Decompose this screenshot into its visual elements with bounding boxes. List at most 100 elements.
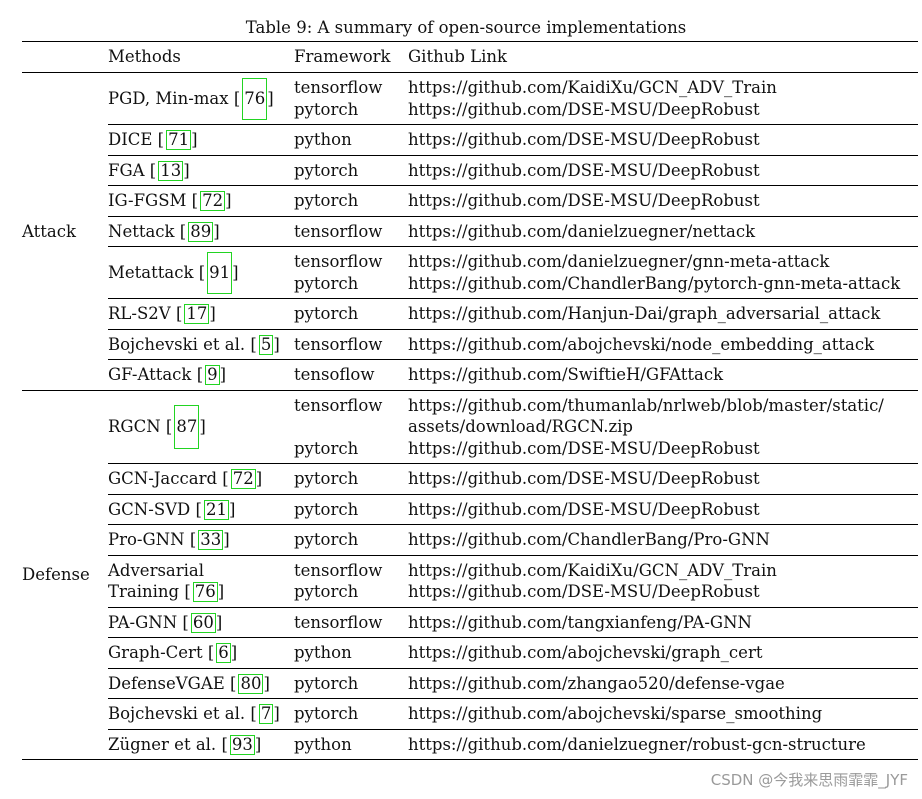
citation-link[interactable]: 72 xyxy=(230,469,256,489)
framework-name: tensorflow xyxy=(294,612,383,632)
framework-cell: pytorch xyxy=(294,668,408,699)
citation: [13] xyxy=(149,160,190,181)
link-cell: https://github.com/DSE-MSU/DeepRobust xyxy=(408,155,918,186)
framework-cell: python xyxy=(294,124,408,156)
table-row: Bojchevski et al. [5] tensorflow https://g… xyxy=(22,329,918,360)
github-link[interactable]: https://github.com/DSE-MSU/DeepRobust xyxy=(408,582,760,601)
github-link[interactable]: https://github.com/danielzuegner/nettack xyxy=(408,221,756,241)
citation-link[interactable]: 9 xyxy=(205,365,220,385)
github-link[interactable]: https://github.com/danielzuegner/gnn-met… xyxy=(408,252,830,271)
github-link[interactable]: https://github.com/DSE-MSU/DeepRobust xyxy=(408,438,760,458)
citation-link[interactable]: 71 xyxy=(166,130,192,150)
framework-name: tensoflow xyxy=(294,365,375,384)
framework-name: python xyxy=(294,734,352,754)
citation-link[interactable]: 21 xyxy=(203,499,229,520)
link-cell: https://github.com/DSE-MSU/DeepRobust xyxy=(408,124,918,156)
citation-link[interactable]: 17 xyxy=(184,304,210,324)
github-link[interactable]: assets/download/RGCN.zip xyxy=(408,417,633,436)
framework-name: pytorch xyxy=(294,273,359,293)
github-link[interactable]: https://github.com/danielzuegner/robust-… xyxy=(408,734,866,754)
method-cell: PGD, Min-max [76] xyxy=(108,72,294,125)
group-header xyxy=(22,41,108,73)
github-link[interactable]: https://github.com/DSE-MSU/DeepRobust xyxy=(408,99,760,119)
framework-cell: pytorch xyxy=(294,494,408,525)
link-cell: https://github.com/abojchevski/sparse_sm… xyxy=(408,698,918,730)
citation-link[interactable]: 87 xyxy=(174,404,200,449)
framework-cell: pytorch xyxy=(294,185,408,217)
framework-name: tensorflow xyxy=(294,334,383,354)
method-cell: Metattack [91] xyxy=(108,246,294,299)
method-name: Bojchevski et al. xyxy=(108,334,246,354)
framework-cell: pytorch xyxy=(294,155,408,186)
citation-link[interactable]: 76 xyxy=(242,77,268,120)
github-link[interactable]: https://github.com/tangxianfeng/PA-GNN xyxy=(408,612,752,632)
github-link[interactable]: https://github.com/KaidiXu/GCN_ADV_Train xyxy=(408,560,777,580)
framework-name: pytorch xyxy=(294,582,359,601)
framework-cell: pytorch xyxy=(294,463,408,495)
citation: [71] xyxy=(157,130,198,150)
citation: [6] xyxy=(207,643,238,663)
framework-name: tensorflow xyxy=(294,395,383,415)
table-caption: Table 9: A summary of open-source implem… xyxy=(245,18,687,37)
method-cell: GCN-SVD [21] xyxy=(108,494,294,525)
framework-name: tensorflow xyxy=(294,560,383,580)
citation-link[interactable]: 72 xyxy=(200,191,226,211)
method-name: Bojchevski et al. xyxy=(108,704,246,723)
github-link[interactable]: https://github.com/abojchevski/node_embe… xyxy=(408,334,875,354)
method-name: PGD, Min-max xyxy=(108,88,229,108)
github-link[interactable]: https://github.com/ChandlerBang/pytorch-… xyxy=(408,273,901,293)
method-cell: Pro-GNN [33] xyxy=(108,524,294,556)
citation-link[interactable]: 7 xyxy=(258,704,274,724)
citation-link[interactable]: 93 xyxy=(229,734,255,755)
github-link[interactable]: https://github.com/DSE-MSU/DeepRobust xyxy=(408,499,760,519)
github-link[interactable]: https://github.com/DSE-MSU/DeepRobust xyxy=(408,469,760,488)
method-cell: PA-GNN [60] xyxy=(108,607,294,638)
method-cell: DefenseVGAE [80] xyxy=(108,668,294,699)
citation-link[interactable]: 33 xyxy=(198,530,224,550)
framework-cell: tensorflow pytorch xyxy=(294,246,408,299)
link-cell: https://github.com/abojchevski/node_embe… xyxy=(408,329,918,360)
github-link[interactable]: https://github.com/KaidiXu/GCN_ADV_Train xyxy=(408,78,777,97)
github-link[interactable]: https://github.com/DSE-MSU/DeepRobust xyxy=(408,130,760,149)
link-cell: https://github.com/DSE-MSU/DeepRobust xyxy=(408,463,918,495)
link-cell: https://github.com/tangxianfeng/PA-GNN xyxy=(408,607,918,638)
method-cell: GF-Attack [9] xyxy=(108,359,294,391)
framework-name: pytorch xyxy=(294,99,359,119)
github-link[interactable]: https://github.com/DSE-MSU/DeepRobust xyxy=(408,191,760,210)
method-cell: DICE [71] xyxy=(108,124,294,156)
citation-link[interactable]: 89 xyxy=(188,221,214,242)
table-row: GCN-Jaccard [72] pytorch https://github.co… xyxy=(22,463,918,495)
method-name: Metattack xyxy=(108,262,194,282)
link-cell: https://github.com/abojchevski/graph_cer… xyxy=(408,637,918,669)
github-link[interactable]: https://github.com/DSE-MSU/DeepRobust xyxy=(408,160,760,180)
citation-link[interactable]: 6 xyxy=(216,643,231,663)
github-link[interactable]: https://github.com/Hanjun-Dai/graph_adve… xyxy=(408,304,881,323)
citation-link[interactable]: 60 xyxy=(190,612,216,633)
github-link[interactable]: https://github.com/abojchevski/sparse_sm… xyxy=(408,704,823,723)
table-row: GF-Attack [9] tensoflow https://github.com… xyxy=(22,359,918,391)
github-link[interactable]: https://github.com/thumanlab/nrlweb/blob… xyxy=(408,395,884,415)
link-cell: https://github.com/KaidiXu/GCN_ADV_Train… xyxy=(408,555,918,608)
framework-name xyxy=(294,416,408,438)
citation-link[interactable]: 80 xyxy=(238,673,264,694)
group-label-attack: Attack xyxy=(22,72,108,391)
implementations-table: Methods Framework Github Link Attack PGD,… xyxy=(22,41,918,760)
citation-link[interactable]: 76 xyxy=(192,582,218,602)
method-name: GCN-Jaccard xyxy=(108,469,218,488)
github-link[interactable]: https://github.com/zhangao520/defense-vg… xyxy=(408,673,785,693)
methods-header: Methods xyxy=(108,41,294,73)
citation-link[interactable]: 91 xyxy=(207,251,233,294)
citation-link[interactable]: 13 xyxy=(158,160,184,181)
github-link[interactable]: https://github.com/abojchevski/graph_cer… xyxy=(408,643,763,662)
framework-cell: python xyxy=(294,729,408,760)
table-row: Graph-Cert [6] python https://github.com/a… xyxy=(22,637,918,669)
github-link[interactable]: https://github.com/SwiftieH/GFAttack xyxy=(408,365,724,384)
framework-cell: pytorch xyxy=(294,698,408,730)
link-cell: https://github.com/DSE-MSU/DeepRobust xyxy=(408,185,918,217)
citation-link[interactable]: 5 xyxy=(258,334,274,355)
citation: [76] xyxy=(234,77,274,120)
link-cell: https://github.com/ChandlerBang/Pro-GNN xyxy=(408,524,918,556)
framework-name: pytorch xyxy=(294,704,359,723)
github-link[interactable]: https://github.com/ChandlerBang/Pro-GNN xyxy=(408,530,770,549)
framework-name: python xyxy=(294,130,352,149)
